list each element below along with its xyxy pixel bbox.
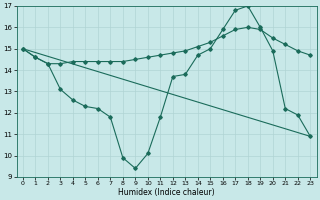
X-axis label: Humidex (Indice chaleur): Humidex (Indice chaleur) [118, 188, 215, 197]
